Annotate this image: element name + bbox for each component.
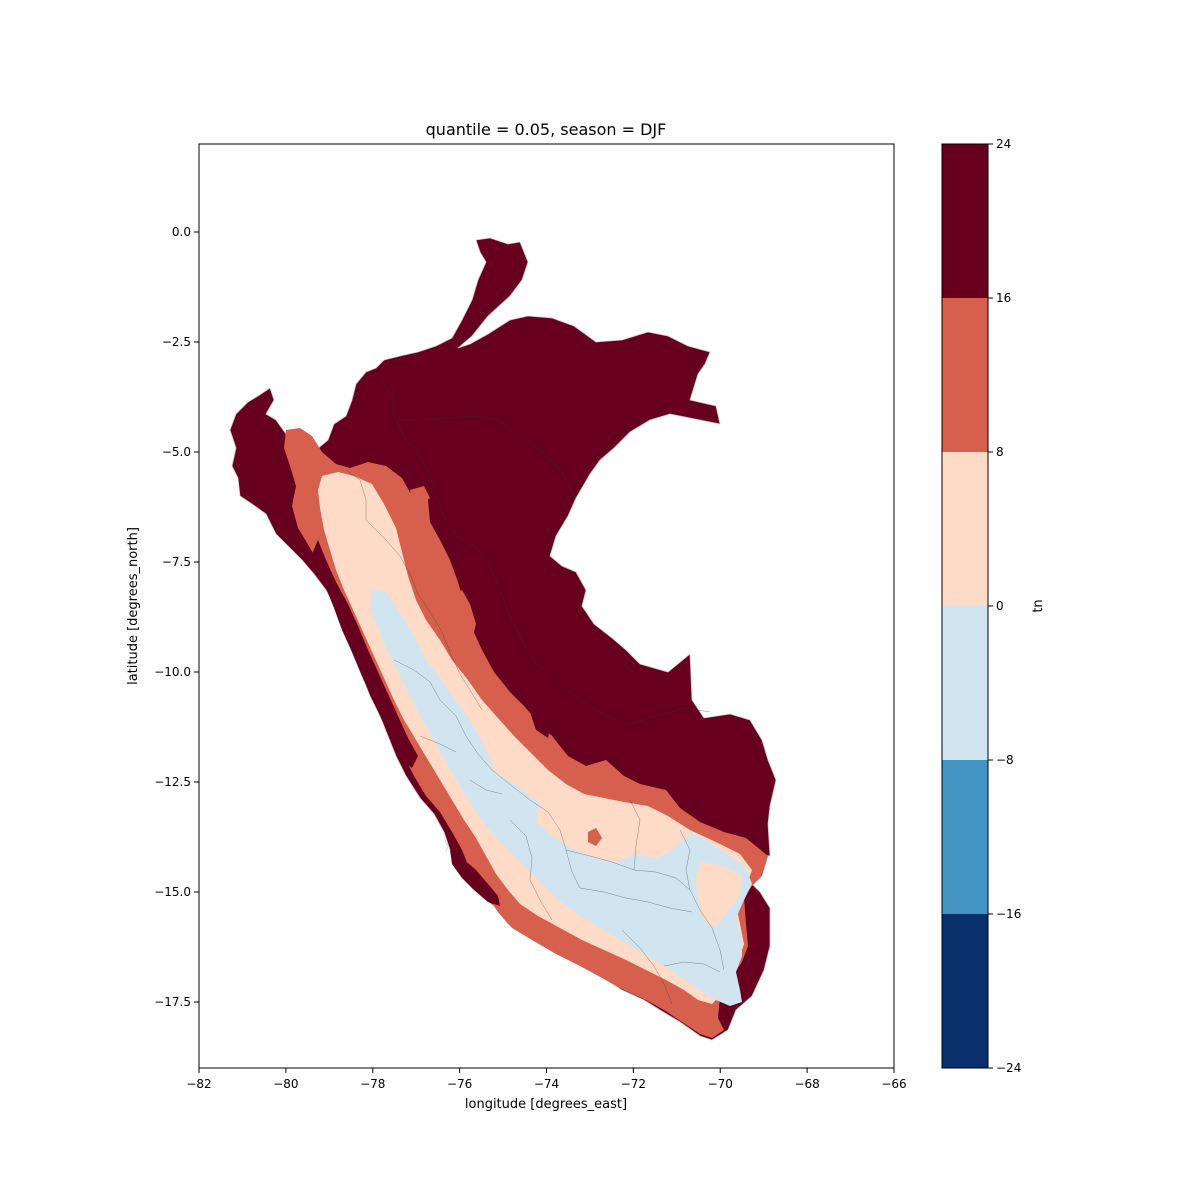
department-boundaries: [345, 379, 725, 1005]
colorbar-segment: [942, 606, 988, 760]
x-tick-label: −66: [881, 1077, 906, 1091]
map-region-band-8-16: [410, 486, 430, 504]
y-tick-label: 0.0: [172, 225, 191, 239]
y-tick-label: −2.5: [162, 335, 191, 349]
colorbar: −24 −16 −8 0 8 16 24: [942, 137, 1021, 1075]
y-tick-label: −10.0: [154, 665, 191, 679]
y-tick-label: −7.5: [162, 555, 191, 569]
colorbar-segment: [942, 914, 988, 1068]
peru-map: [229, 237, 777, 1041]
colorbar-tick-label: −8: [996, 753, 1014, 767]
colorbar-segment: [942, 144, 988, 298]
y-tick-label: −17.5: [154, 995, 191, 1009]
colorbar-tick-label: 0: [996, 599, 1004, 613]
map-region-band-16-24: [450, 850, 500, 906]
x-tick-label: −74: [534, 1077, 559, 1091]
x-axis-label: longitude [degrees_east]: [465, 1097, 627, 1112]
x-tick-label: −76: [447, 1077, 472, 1091]
colorbar-segment: [942, 760, 988, 914]
y-axis-label: latitude [degrees_north]: [126, 527, 141, 685]
colorbar-frame: [941, 143, 989, 1069]
map-region-band-8-16: [588, 828, 602, 846]
colorbar-label: tn: [1031, 599, 1046, 612]
x-axis: −82 −80 −78 −76 −74 −72 −70 −68 −66: [186, 1068, 907, 1091]
colorbar-tick-label: 8: [996, 445, 1004, 459]
x-tick-label: −68: [794, 1077, 819, 1091]
map-region-band-0-8: [536, 802, 632, 862]
chart-title: quantile = 0.05, season = DJF: [426, 120, 667, 139]
map-region-band-0-8: [696, 862, 742, 928]
y-tick-label: −12.5: [154, 775, 191, 789]
colorbar-tick-label: 16: [996, 291, 1011, 305]
colorbar-segment: [942, 452, 988, 606]
y-tick-label: −15.0: [154, 885, 191, 899]
x-tick-label: −78: [360, 1077, 385, 1091]
coastline: [443, 837, 449, 853]
colorbar-segment: [942, 298, 988, 452]
colorbar-tick-label: 24: [996, 137, 1011, 151]
colorbar-tick-label: −16: [996, 907, 1021, 921]
map-region-band-neg8-0: [370, 590, 752, 1006]
map-region-band-8-16: [452, 590, 476, 640]
x-tick-label: −72: [621, 1077, 646, 1091]
y-tick-label: −5.0: [162, 445, 191, 459]
x-tick-label: −82: [186, 1077, 211, 1091]
map-region-band-16-24: [526, 676, 552, 738]
y-axis: 0.0 −2.5 −5.0 −7.5 −10.0 −12.5 −15.0 −17.5: [154, 225, 199, 1009]
x-tick-label: −80: [273, 1077, 298, 1091]
map-region-band-16-24: [312, 540, 418, 768]
colorbar-tick-label: −24: [996, 1061, 1021, 1075]
x-tick-label: −70: [708, 1077, 733, 1091]
